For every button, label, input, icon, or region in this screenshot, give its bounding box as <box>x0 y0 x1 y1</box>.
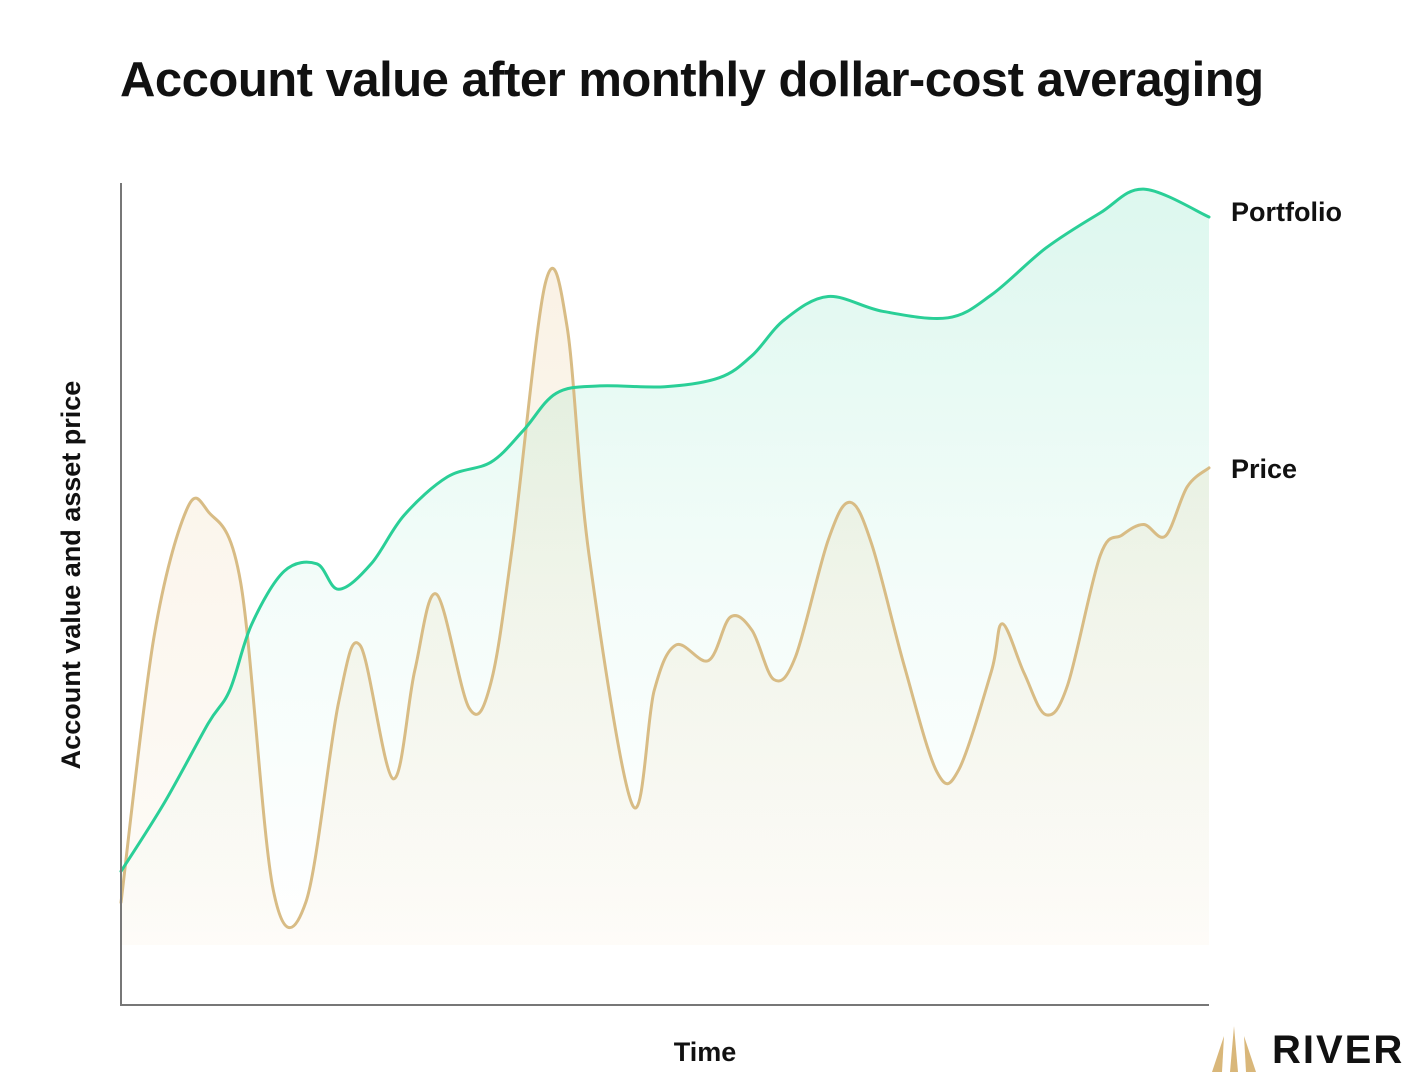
river-logo-icon <box>1212 1026 1256 1072</box>
area-portfolio <box>121 189 1209 945</box>
brand-logo: RIVER <box>1210 1026 1404 1074</box>
series-label-price: Price <box>1231 454 1297 484</box>
series-line-price <box>119 266 1211 929</box>
series-label-portfolio: Portfolio <box>1231 197 1342 227</box>
series-line-portfolio <box>119 187 1211 873</box>
x-axis-label: Time <box>674 1037 737 1067</box>
chart-title: Account value after monthly dollar-cost … <box>120 53 1264 107</box>
brand-name: RIVER <box>1272 1027 1405 1072</box>
y-axis-label: Account value and asset price <box>56 381 86 770</box>
